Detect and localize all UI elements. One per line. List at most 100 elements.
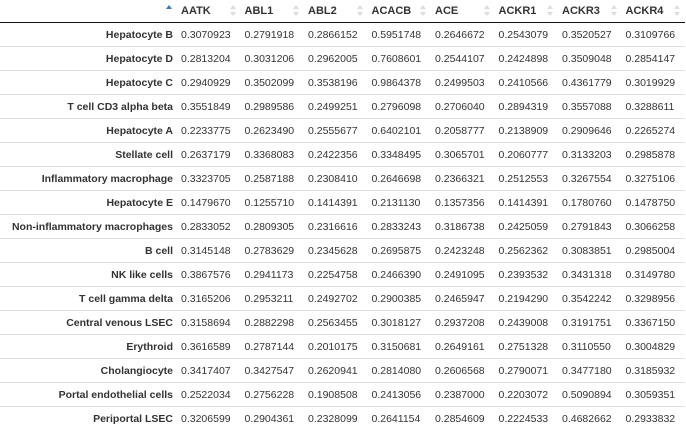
table-row[interactable]: Hepatocyte D 0.2813204 0.3031206 0.2962005 0…	[0, 46, 685, 71]
row-name-cell: NK like cells	[0, 262, 177, 287]
value-cell: 0.2413056	[367, 382, 431, 407]
value-cell: 0.3066258	[621, 214, 685, 239]
table-row[interactable]: Hepatocyte B 0.3070923 0.2791918 0.2866152 0…	[0, 23, 685, 47]
value-cell: 0.3298956	[621, 286, 685, 311]
value-cell: 0.2933832	[621, 406, 685, 429]
sort-arrows-icon[interactable]	[166, 4, 173, 18]
table-row[interactable]: Hepatocyte E 0.1479670 0.1255710 0.1414391 0…	[0, 190, 685, 215]
column-header-ackr3[interactable]: ACKR3	[558, 0, 622, 23]
value-cell: 0.2491095	[431, 262, 495, 287]
sort-arrows-icon[interactable]	[610, 4, 618, 18]
value-cell: 0.2787144	[240, 334, 304, 359]
column-header-ace[interactable]: ACE	[431, 0, 495, 23]
value-cell: 0.3019929	[621, 70, 685, 95]
column-header-rownames[interactable]	[0, 0, 177, 23]
table-row[interactable]: Non-inflammatory macrophages 0.2833052 0.2…	[0, 214, 685, 239]
value-cell: 0.2366321	[431, 166, 495, 191]
sort-arrows-icon[interactable]	[674, 4, 681, 18]
column-header-abl2[interactable]: ABL2	[304, 0, 368, 23]
value-cell: 0.3368083	[240, 142, 304, 167]
value-cell: 0.2882298	[240, 310, 304, 335]
value-cell: 0.3145148	[177, 238, 241, 263]
sort-arrows-icon[interactable]	[293, 4, 300, 18]
value-cell: 0.2393532	[494, 262, 558, 287]
sort-arrows-icon[interactable]	[420, 4, 427, 18]
sort-arrows-icon[interactable]	[229, 4, 237, 18]
value-cell: 0.3031206	[240, 46, 304, 71]
value-cell: 0.2791918	[244, 28, 295, 41]
row-name-cell: Hepatocyte E	[0, 190, 177, 215]
value-cell: 0.3133203	[558, 142, 622, 167]
row-name-cell: Periportal LSEC	[0, 406, 177, 429]
value-cell: 0.3520527	[562, 28, 612, 41]
table-row[interactable]: B cell 0.3145148 0.2783629 0.2345628 0.26958…	[0, 238, 685, 263]
value-cell: 0.3149780	[621, 262, 685, 287]
table-row[interactable]: Hepatocyte C 0.2940929 0.3502099 0.3538196 0…	[0, 70, 685, 95]
table-row[interactable]: T cell CD3 alpha beta 0.3551849 0.2989586 0…	[0, 94, 685, 119]
sort-descending-icon	[356, 12, 363, 16]
value-cell: 0.2060777	[494, 142, 558, 167]
column-header-abl1[interactable]: ABL1	[240, 0, 304, 23]
column-header-label: ACKR4	[625, 5, 664, 17]
value-cell: 0.4361779	[558, 70, 622, 95]
value-cell: 0.3110550	[558, 334, 622, 359]
value-cell: 0.1908508	[304, 382, 368, 407]
sort-arrows-icon[interactable]	[483, 4, 491, 18]
table-row[interactable]: Erythroid 0.3616589 0.2787144 0.2010175 0.31…	[0, 334, 685, 359]
value-cell: 0.3348495	[367, 142, 431, 167]
value-cell: 0.2254758	[304, 262, 368, 287]
value-cell: 0.2941173	[240, 262, 304, 287]
column-header-label: AATK	[181, 5, 211, 17]
row-name-cell: Non-inflammatory macrophages	[0, 214, 177, 239]
table-row[interactable]: Periportal LSEC 0.3206599 0.2904361 0.23280…	[0, 406, 685, 429]
value-cell: 0.2465947	[431, 286, 495, 311]
value-cell: 0.1357356	[431, 190, 495, 215]
value-cell: 0.2233775	[177, 118, 241, 143]
table-row[interactable]: Central venous LSEC 0.3158694 0.2882298 0.2…	[0, 310, 685, 335]
value-cell: 0.7608601	[367, 46, 431, 71]
value-cell: 0.2796098	[367, 94, 431, 119]
sort-ascending-icon	[547, 5, 553, 9]
value-cell: 0.2424898	[494, 46, 558, 71]
column-header-acacb[interactable]: ACACB	[367, 0, 431, 23]
value-cell: 0.2833052	[177, 214, 241, 239]
sort-arrows-icon[interactable]	[356, 4, 364, 18]
sort-descending-icon	[674, 12, 680, 16]
row-name-cell: B cell	[0, 238, 177, 263]
value-cell: 0.2900385	[367, 286, 431, 311]
value-cell: 0.1478750	[621, 190, 685, 215]
value-cell: 0.1414391	[494, 190, 558, 215]
sort-descending-icon	[610, 12, 617, 16]
column-header-ackr1[interactable]: ACKR1	[494, 0, 558, 23]
value-cell: 0.2423248	[431, 238, 495, 263]
sort-arrows-icon[interactable]	[547, 4, 554, 18]
column-header-aatk[interactable]: AATK	[177, 0, 241, 23]
value-cell: 0.3323705	[177, 166, 241, 191]
sort-descending-icon	[229, 12, 236, 16]
value-cell: 0.2131130	[367, 190, 431, 215]
table-row[interactable]: T cell gamma delta 0.3165206 0.2953211 0.24…	[0, 286, 685, 311]
value-cell: 0.2854147	[621, 46, 685, 71]
value-cell: 0.2410566	[494, 70, 558, 95]
table-row[interactable]: Stellate cell 0.2637179 0.3368083 0.2422356…	[0, 142, 685, 167]
sort-descending-icon	[420, 12, 426, 16]
value-cell: 0.9864378	[367, 70, 431, 95]
value-cell: 0.5951748	[371, 28, 422, 41]
value-cell: 0.2544107	[431, 46, 495, 71]
value-cell: 0.2555677	[304, 118, 368, 143]
table-row[interactable]: Hepatocyte A 0.2233775 0.2623490 0.2555677 0…	[0, 118, 685, 143]
sort-ascending-icon	[356, 5, 363, 9]
table-row[interactable]: NK like cells 0.3867576 0.2941173 0.2254758…	[0, 262, 685, 287]
value-cell: 0.2706040	[431, 94, 495, 119]
value-cell: 0.3417407	[177, 358, 241, 383]
value-cell: 0.2623490	[240, 118, 304, 143]
value-cell: 0.2894319	[494, 94, 558, 119]
value-cell: 0.3004829	[621, 334, 685, 359]
header-row: AATK ABL1 ABL2 ACACB ACE ACKR1 ACKR3 ACKR4	[0, 0, 685, 23]
table-row[interactable]: Portal endothelial cells 0.2522034 0.27562…	[0, 382, 685, 407]
table-row[interactable]: Inflammatory macrophage 0.3323705 0.258718…	[0, 166, 685, 191]
value-cell: 0.2512553	[494, 166, 558, 191]
table-row[interactable]: Cholangiocyte 0.3417407 0.3427547 0.2620941…	[0, 358, 685, 383]
column-header-ackr4[interactable]: ACKR4	[621, 0, 685, 23]
